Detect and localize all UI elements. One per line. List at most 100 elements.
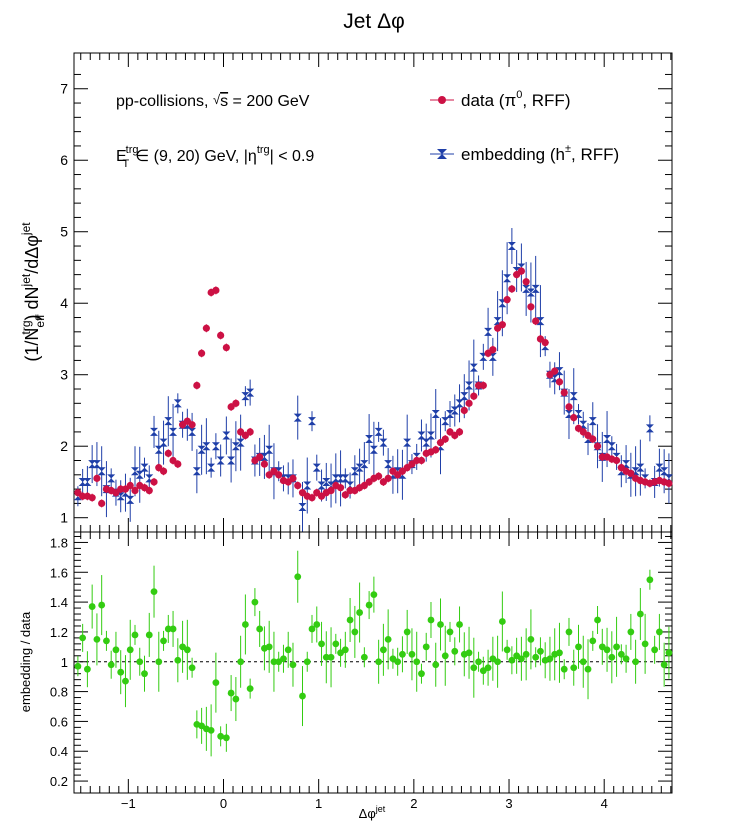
data-point [193,381,201,390]
ratio-point [145,631,153,639]
embed-point [569,392,578,401]
bottom-ylabel: embedding / data [18,611,33,712]
data-point [503,296,511,304]
data-point [260,460,269,468]
ratio-point [532,653,540,661]
embed-point [303,481,312,490]
data-point [417,456,426,465]
ratio-point [498,618,506,625]
ratio-point [265,643,273,651]
embed-point [660,467,669,476]
ratio-point [131,631,139,639]
data-point [202,324,210,332]
top-y-tick-label: 7 [60,81,68,97]
x-tick-label: 4 [601,796,608,811]
embed-point [441,417,450,426]
embed-point [588,417,597,426]
ratio-point [655,628,663,636]
ratio-point [160,637,167,645]
embed-point [455,399,464,408]
data-point [289,474,297,482]
ratio-point [280,655,287,663]
ratio-point [394,658,402,666]
data-point [455,428,464,436]
ratio-point [651,646,659,654]
ratio-point [546,655,554,663]
ratio-point [632,658,640,666]
data-point [341,491,349,499]
embed-point [403,438,412,447]
ratio-point [641,640,649,648]
embed-point [308,417,317,426]
ratio-point [164,625,172,633]
data-point [479,381,487,390]
embed-point [431,410,440,419]
data-point [541,338,549,347]
data-point [532,317,540,325]
embed-point [150,427,159,436]
ratio-point [246,685,254,692]
ratio-point [432,661,440,669]
ratio-point [413,658,421,666]
legend-data-label: data (π0, RFF) [461,89,570,110]
ratio-point [617,650,625,658]
data-point [217,331,225,339]
embed-point [469,363,478,372]
bottom-y-tick-label: 0.4 [50,744,68,759]
ratio-point [375,658,383,666]
bottom-y-tick-label: 1.2 [50,625,68,640]
ratio-point [589,637,597,645]
ratio-point [584,665,592,673]
ratio-point [308,625,316,633]
embed-point [446,410,455,419]
embed-point [130,467,139,476]
legend-embed-label: embedding (h±, RFF) [461,143,619,164]
data-point [222,343,230,352]
top-y-tick-label: 5 [60,224,68,240]
top-data-points [73,228,673,532]
x-tick-label: 3 [505,796,512,811]
ratio-point [289,661,297,669]
ratio-point [318,640,325,648]
bottom-panel: −1 0 1 2 3 4 0.2 0.4 0.6 0.8 1 1.2 1.4 1.6 1.8 [50,531,673,811]
ratio-point [79,634,87,642]
ratio-point [84,665,91,673]
bottom-y-tick-label: 0.6 [50,714,68,729]
ratio-point [446,628,454,636]
embed-point [169,427,178,436]
ratio-point [237,658,245,666]
ratio-data-points [74,550,673,757]
data-point [246,428,254,436]
ratio-point [256,625,264,633]
embed-point [607,442,616,451]
data-point [126,481,134,490]
ratio-point [508,656,516,664]
ratio-point [565,628,573,636]
embed-point [211,442,220,451]
ratio-point [636,610,644,618]
ratio-point [627,628,635,636]
data-point [508,285,516,293]
embed-point [298,502,307,511]
data-point [627,469,635,477]
ratio-point [332,640,340,648]
data-point [527,303,535,311]
ratio-point [441,652,449,660]
data-point [294,481,302,490]
ratio-point [98,601,106,609]
ratio-point [603,646,611,654]
embed-point [531,284,540,293]
annotation-collisions: pp-collisions, √s = 200 GeV [116,92,310,110]
ratio-point [251,598,259,606]
ratio-point [241,621,249,628]
data-point [665,479,673,487]
ratio-point [399,650,406,658]
data-point [593,442,602,450]
ratio-point [484,664,492,672]
ratio-point [365,601,373,609]
data-point [384,474,392,482]
data-point [327,486,335,495]
bottom-y-tick-label: 1 [61,655,68,670]
ratio-point [313,621,321,628]
